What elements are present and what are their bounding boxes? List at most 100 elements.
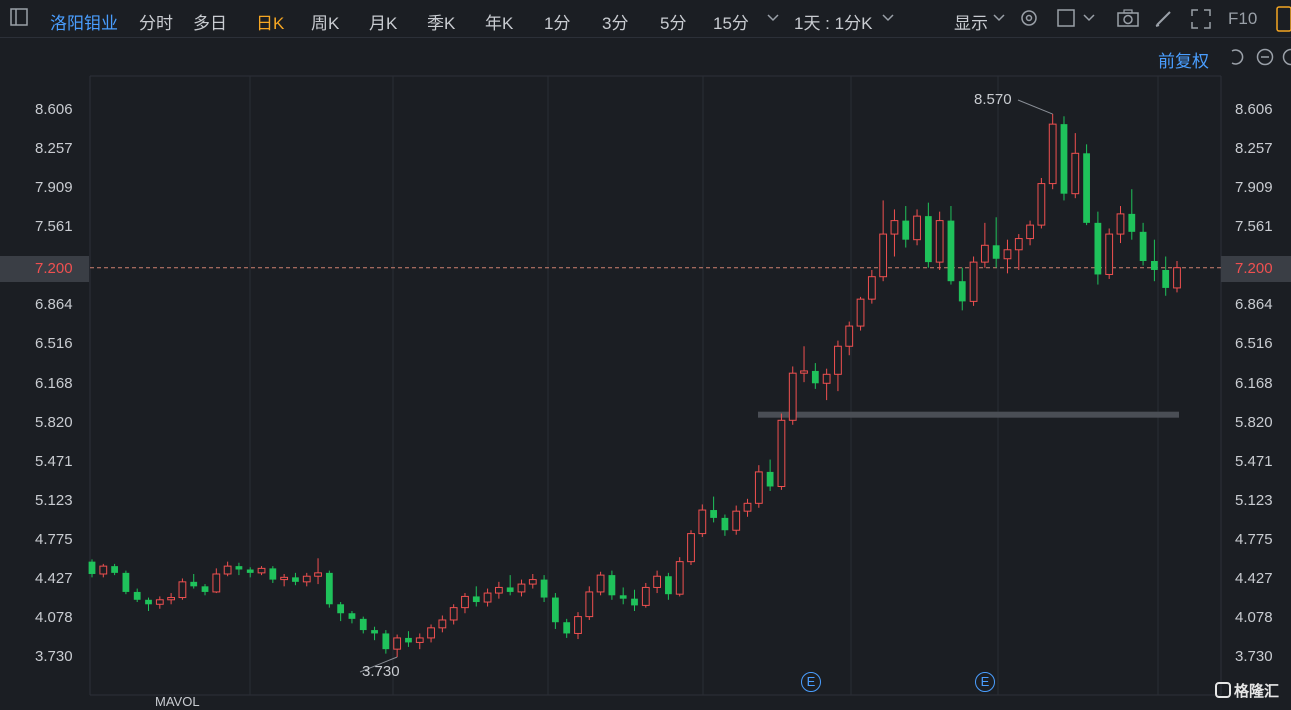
tab-monthly-k[interactable]: 月K <box>369 14 398 33</box>
candle-body[interactable] <box>1151 260 1158 270</box>
candle-body[interactable] <box>178 581 187 599</box>
candle-body[interactable] <box>732 510 741 531</box>
candle-body[interactable] <box>461 595 469 609</box>
candle-body[interactable] <box>223 565 232 575</box>
candle-body[interactable] <box>540 579 548 598</box>
candle-body[interactable] <box>190 581 198 587</box>
candle-body[interactable] <box>631 598 638 606</box>
candle-body[interactable] <box>133 591 141 600</box>
chevron-down-icon[interactable] <box>766 11 786 31</box>
candle-body[interactable] <box>1173 267 1181 289</box>
candle-body[interactable] <box>88 561 96 574</box>
candle-body[interactable] <box>122 572 130 592</box>
stock-name[interactable]: 洛阳钼业 <box>50 14 118 33</box>
camera-icon[interactable] <box>1117 8 1139 28</box>
chevron-down-icon[interactable] <box>1082 11 1102 31</box>
candle-body[interactable] <box>99 565 108 575</box>
candle-body[interactable] <box>337 604 345 614</box>
candle-body[interactable] <box>382 633 390 650</box>
chevron-down-icon[interactable] <box>881 11 901 31</box>
candle-body[interactable] <box>517 583 526 593</box>
candle-body[interactable] <box>608 575 616 596</box>
candle-body[interactable] <box>721 517 729 531</box>
tab-intraday[interactable]: 分时 <box>139 14 173 33</box>
candle-body[interactable] <box>777 419 786 487</box>
candle-body[interactable] <box>145 599 152 605</box>
minus-circle-icon[interactable] <box>1256 48 1276 68</box>
candle-body[interactable] <box>1128 213 1136 232</box>
candle-body[interactable] <box>1026 224 1034 240</box>
candle-body[interactable] <box>924 216 932 263</box>
candle-body[interactable] <box>766 471 774 487</box>
candle-body[interactable] <box>483 592 492 603</box>
display-menu[interactable]: 显示 <box>954 14 988 33</box>
candle-body[interactable] <box>427 627 435 639</box>
candle-body[interactable] <box>653 575 661 588</box>
candle-body[interactable] <box>665 576 672 595</box>
candle-body[interactable] <box>314 572 322 577</box>
candle-body[interactable] <box>879 233 888 278</box>
candle-body[interactable] <box>1116 213 1125 235</box>
candle-body[interactable] <box>980 244 989 263</box>
adjust-mode[interactable]: 前复权 <box>1158 52 1209 71</box>
fullscreen-icon[interactable] <box>1190 8 1211 29</box>
candle-body[interactable] <box>698 509 707 535</box>
candle-body[interactable] <box>111 566 118 573</box>
tab-quarterly-k[interactable]: 季K <box>427 14 456 33</box>
candle-body[interactable] <box>687 533 695 563</box>
square-icon[interactable] <box>1056 8 1076 28</box>
indicator-name[interactable]: MAVOL <box>155 694 200 709</box>
candle-body[interactable] <box>405 637 412 643</box>
candle-body[interactable] <box>155 599 164 605</box>
candle-body[interactable] <box>822 373 831 384</box>
candle-body[interactable] <box>246 569 254 573</box>
candle-body[interactable] <box>675 561 684 595</box>
candle-body[interactable] <box>743 502 752 512</box>
candle-body[interactable] <box>472 596 480 603</box>
candle-body[interactable] <box>292 577 299 582</box>
candle-body[interactable] <box>1083 153 1090 223</box>
candle-body[interactable] <box>585 591 594 618</box>
plus-circle-icon[interactable] <box>1282 48 1291 68</box>
candle-body[interactable] <box>574 616 582 634</box>
chevron-down-icon[interactable] <box>992 11 1012 31</box>
tab-5min[interactable]: 5分 <box>660 14 687 33</box>
candle-body[interactable] <box>754 471 763 504</box>
interval-select[interactable]: 1天 : 1分K <box>794 14 873 33</box>
candle-body[interactable] <box>1037 183 1046 226</box>
candle-body[interactable] <box>1094 222 1102 275</box>
candle-body[interactable] <box>1048 123 1057 185</box>
candle-body[interactable] <box>856 298 865 327</box>
candle-body[interactable] <box>201 586 209 592</box>
tab-daily-k[interactable]: 日K <box>256 14 285 33</box>
candle-body[interactable] <box>212 573 221 593</box>
candle-body[interactable] <box>1162 269 1170 288</box>
candle-body[interactable] <box>811 370 819 384</box>
candle-body[interactable] <box>947 220 955 282</box>
candle-body[interactable] <box>800 370 808 374</box>
candle-body[interactable] <box>935 220 944 263</box>
candle-body[interactable] <box>551 597 559 623</box>
candle-body[interactable] <box>788 372 797 421</box>
candle-body[interactable] <box>1003 249 1012 260</box>
undo-icon[interactable] <box>1228 48 1248 68</box>
candle-body[interactable] <box>845 325 854 347</box>
candle-body[interactable] <box>1139 231 1147 261</box>
tab-3min[interactable]: 3分 <box>602 14 629 33</box>
candle-body[interactable] <box>619 595 627 599</box>
candle-body[interactable] <box>563 622 571 634</box>
candle-body[interactable] <box>913 215 921 241</box>
sidebar-toggle-icon[interactable] <box>10 8 30 28</box>
event-marker[interactable]: E <box>801 672 821 692</box>
candle-body[interactable] <box>1071 152 1080 195</box>
candle-body[interactable] <box>393 637 402 650</box>
tab-yearly-k[interactable]: 年K <box>485 14 514 33</box>
tab-weekly-k[interactable]: 周K <box>311 14 340 33</box>
candle-body[interactable] <box>348 613 356 619</box>
candle-body[interactable] <box>969 261 978 302</box>
candle-body[interactable] <box>302 575 311 583</box>
event-marker[interactable]: E <box>975 672 995 692</box>
tab-multi-day[interactable]: 多日 <box>193 14 227 33</box>
candle-body[interactable] <box>371 630 378 634</box>
